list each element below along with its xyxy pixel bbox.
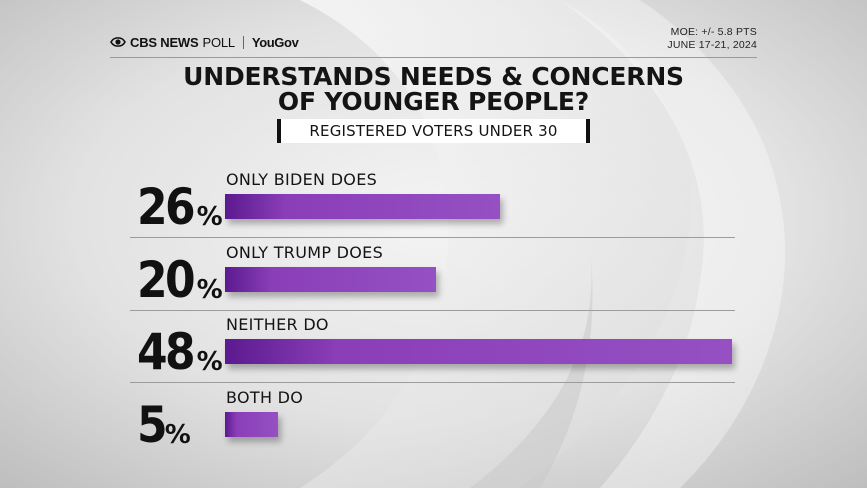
chart-subtitle: REGISTERED VOTERS UNDER 30	[277, 119, 590, 143]
percent-sign: %	[164, 419, 191, 450]
chart-title-line1: UNDERSTANDS NEEDS & CONCERNS	[183, 62, 684, 91]
bar-category-label: ONLY TRUMP DOES	[226, 242, 384, 262]
bar-value-number: 20	[137, 250, 196, 309]
bar-category-label: NEITHER DO	[226, 315, 329, 334]
row-divider	[130, 309, 735, 311]
bar	[225, 411, 278, 437]
bar-row: 26% ONLY BIDEN DOES	[130, 170, 735, 240]
poll-meta: MOE: +/- 5.8 PTS JUNE 17-21, 2024	[667, 26, 757, 52]
bar-row: 20% ONLY TRUMP DOES	[130, 243, 735, 313]
bar	[225, 339, 732, 364]
percent-sign: %	[196, 202, 223, 232]
bar-row: 5% BOTH DO	[130, 388, 735, 458]
poll-dates: JUNE 17-21, 2024	[667, 39, 757, 51]
cbs-eye-icon	[110, 37, 126, 47]
bar-category-label: BOTH DO	[226, 387, 304, 407]
percent-sign: %	[196, 347, 223, 377]
brand-logo: CBS NEWS POLL YouGov	[110, 34, 299, 50]
bar-row: 48% NEITHER DO	[130, 315, 735, 385]
bar-value-label: 26%	[137, 172, 223, 232]
header-divider	[110, 57, 757, 58]
brand-separator	[242, 35, 244, 49]
chart-title-line2: OF YOUNGER PEOPLE?	[277, 87, 590, 116]
brand-cbs-news: CBS NEWS	[130, 34, 199, 50]
bar-value-label: 20%	[137, 245, 223, 305]
brand-poll: POLL	[202, 34, 235, 50]
bar	[225, 194, 500, 219]
header: CBS NEWS POLL YouGov MOE: +/- 5.8 PTS JU…	[0, 0, 867, 60]
brand-yougov: YouGov	[251, 34, 299, 50]
bar-value-label: 5%	[137, 390, 191, 450]
bar-value-number: 5	[137, 395, 168, 454]
margin-of-error: MOE: +/- 5.8 PTS	[670, 26, 757, 38]
row-divider	[130, 237, 735, 238]
bar-value-label: 48%	[137, 317, 223, 377]
percent-sign: %	[196, 274, 223, 305]
bar-value-number: 48	[137, 323, 196, 381]
bar	[225, 266, 436, 292]
chart-title: UNDERSTANDS NEEDS & CONCERNS OF YOUNGER …	[0, 64, 867, 114]
bar-category-label: ONLY BIDEN DOES	[226, 170, 378, 189]
row-divider	[130, 382, 735, 383]
bar-value-number: 26	[137, 178, 196, 236]
